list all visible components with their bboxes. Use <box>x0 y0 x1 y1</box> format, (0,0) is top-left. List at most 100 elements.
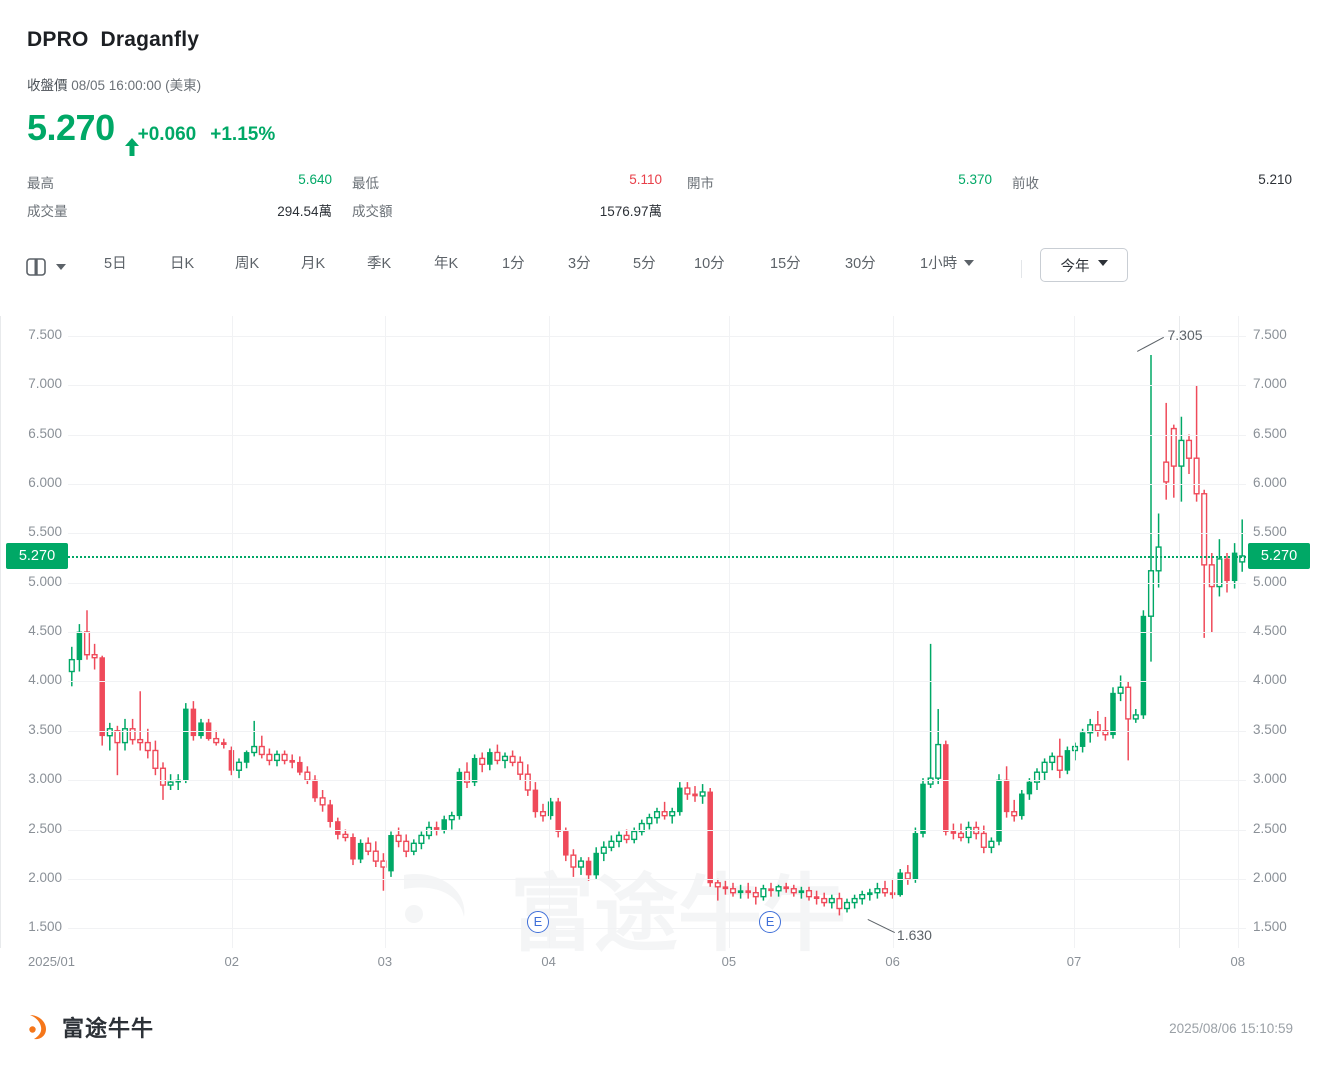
candle-body <box>768 888 774 892</box>
stats-row-2: 成交量 294.54萬 成交額 1576.97萬 <box>27 200 1292 228</box>
candle-body <box>1064 750 1071 771</box>
candle-body <box>228 750 235 771</box>
candle-body <box>661 811 668 817</box>
gridline-h <box>68 483 1246 485</box>
tab-5d[interactable]: 5日 <box>104 256 127 272</box>
tab-15min[interactable]: 15分 <box>770 256 801 272</box>
y-axis-tick-right: 5.000 <box>1253 573 1287 589</box>
chevron-down-icon[interactable] <box>964 260 975 266</box>
candlestick-icon[interactable] <box>25 256 47 278</box>
candle-body <box>357 842 364 860</box>
candle-body <box>1117 686 1124 694</box>
candle-body <box>874 888 881 894</box>
candle-body <box>752 892 759 898</box>
gridline-v <box>548 316 550 948</box>
candle-body <box>1132 714 1139 720</box>
tab-month-k[interactable]: 月K <box>301 256 326 272</box>
footer-bar: 富途牛牛 2025/08/06 15:10:59 <box>0 995 1317 1073</box>
candle-body <box>729 888 737 894</box>
candle-body <box>775 886 782 892</box>
chevron-down-icon[interactable] <box>1097 260 1108 266</box>
tab-30min[interactable]: 30分 <box>845 256 876 272</box>
event-marker-e[interactable]: E <box>759 910 782 933</box>
candle-body <box>1224 558 1230 582</box>
gridline-v <box>1074 316 1075 948</box>
tab-1hour[interactable]: 1小時 <box>920 252 975 273</box>
candle-body <box>304 771 311 781</box>
stat-value-prevclose: 5.210 <box>1258 172 1292 187</box>
candle-body <box>1011 811 1018 817</box>
y-axis-tick: 3.500 <box>28 721 62 737</box>
price-chart[interactable]: 富途牛牛 7.500 7.000 6.500 6.000 5.500 5.000 4.500… <box>0 296 1317 969</box>
candle-body <box>1056 755 1063 771</box>
x-axis-tick: 06 <box>885 954 900 969</box>
candle-body <box>950 831 957 834</box>
candle-body <box>714 882 721 888</box>
y-axis-tick: 6.500 <box>28 425 62 441</box>
tab-5min[interactable]: 5分 <box>633 256 656 272</box>
candle-body <box>463 771 471 783</box>
ticker-symbol: DPRO <box>27 28 89 51</box>
candle-body <box>335 821 341 835</box>
tab-3min[interactable]: 3分 <box>568 256 591 272</box>
candle-body <box>243 752 250 763</box>
candle-body <box>828 897 835 904</box>
gridline-h <box>68 533 1246 535</box>
candle-body <box>805 890 813 898</box>
candle-body <box>555 801 561 832</box>
futu-bull-icon <box>24 1012 54 1042</box>
candle-body <box>312 779 318 799</box>
tab-year-k[interactable]: 年K <box>434 256 459 272</box>
candle-body <box>631 830 638 841</box>
candle-body <box>1185 439 1193 459</box>
high-price-annotation: 7.305 <box>1167 327 1203 343</box>
candle-body <box>669 811 676 817</box>
candle-body <box>1147 570 1155 617</box>
candle-body <box>798 890 805 894</box>
candle-body <box>935 743 942 779</box>
stat-value-high: 5.640 <box>298 172 332 187</box>
tab-day-k[interactable]: 日K <box>170 256 195 272</box>
gridline-v <box>1237 316 1239 948</box>
gridline-h <box>68 730 1246 732</box>
gridline-h <box>68 829 1246 831</box>
tab-quarter-k[interactable]: 季K <box>367 256 392 272</box>
range-select-label: 今年 <box>1060 258 1090 275</box>
candle-body <box>395 834 402 843</box>
candle-body <box>342 833 349 839</box>
candle-body <box>745 890 751 894</box>
candle-body <box>1019 793 1025 817</box>
tab-week-k[interactable]: 周K <box>235 256 260 272</box>
tab-1min[interactable]: 1分 <box>502 256 525 272</box>
candle-body <box>1178 439 1185 467</box>
candlestick-plot[interactable] <box>68 316 1246 948</box>
gridline-h <box>68 434 1246 436</box>
candle-body <box>593 852 599 876</box>
range-select-year[interactable]: 今年 <box>1040 248 1128 282</box>
candle-body <box>1231 552 1238 582</box>
y-axis-tick: 3.000 <box>28 771 62 787</box>
page-title: DPRO Draganfly <box>27 28 199 52</box>
candle-body <box>760 888 767 898</box>
stat-label-prevclose: 前收 <box>1012 176 1039 191</box>
candle-body <box>1033 771 1041 783</box>
candle-body <box>912 833 919 880</box>
candle-body <box>121 728 129 744</box>
chart-type-caret-icon[interactable] <box>56 264 66 270</box>
candle-body <box>615 834 623 843</box>
candle-body <box>707 791 713 884</box>
tab-10min[interactable]: 10分 <box>694 256 725 272</box>
toolbar-divider <box>1021 260 1022 278</box>
candle-body <box>350 837 356 860</box>
candle-body <box>1208 564 1215 588</box>
candle-body <box>258 745 265 756</box>
candle-body <box>881 888 889 894</box>
candle-body <box>251 745 258 754</box>
event-marker-e[interactable]: E <box>527 910 550 933</box>
candle-body <box>1026 781 1033 795</box>
candle-body <box>851 897 858 904</box>
y-axis-tick-right: 7.000 <box>1253 376 1287 392</box>
brand-name: 富途牛牛 <box>62 1016 155 1041</box>
tab-1hour-label: 1小時 <box>920 256 958 272</box>
footer-timestamp: 2025/08/06 15:10:59 <box>1169 1021 1293 1036</box>
